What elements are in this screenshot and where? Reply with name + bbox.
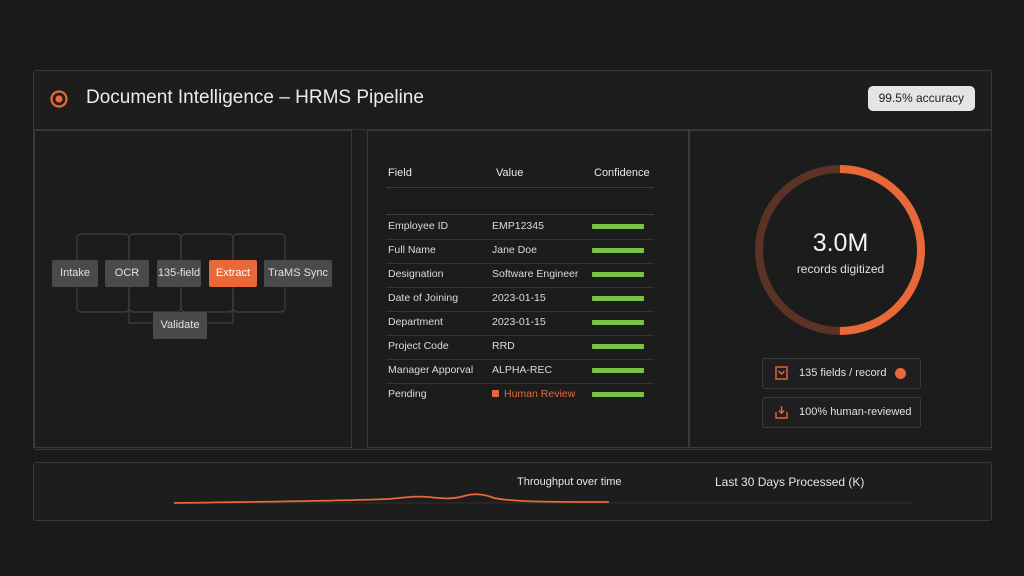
column-header-field: Field bbox=[388, 167, 412, 179]
info-dot-icon[interactable] bbox=[895, 368, 906, 379]
field-name: Department bbox=[388, 316, 443, 328]
inbox-check-icon bbox=[775, 406, 788, 419]
field-name: Manager Apporval bbox=[388, 364, 474, 376]
field-name: Date of Joining bbox=[388, 292, 459, 304]
throughput-title: Throughput over time bbox=[517, 476, 622, 488]
confidence-bar bbox=[592, 344, 644, 349]
confidence-bar bbox=[592, 320, 644, 325]
extraction-table-panel: Field Value Confidence Employee ID EMP123… bbox=[367, 130, 689, 448]
records-count: 3.0M bbox=[812, 229, 869, 257]
fields-per-record-chip: 135 fields / record bbox=[762, 358, 921, 389]
field-value: Jane Doe bbox=[492, 244, 537, 256]
table-row[interactable]: Manager Apporval ALPHA-REC bbox=[386, 359, 654, 384]
table-row[interactable]: Employee ID EMP12345 bbox=[386, 215, 654, 240]
pipeline-connectors bbox=[76, 233, 286, 324]
table-row[interactable]: Department 2023-01-15 bbox=[386, 311, 654, 336]
field-name: Full Name bbox=[388, 244, 436, 256]
confidence-bar-fill bbox=[592, 296, 644, 301]
pending-flag-icon bbox=[492, 390, 499, 397]
throughput-sparkline bbox=[173, 493, 914, 504]
dashboard-frame: Document Intelligence – HRMS Pipeline 99… bbox=[33, 70, 992, 450]
page-title: Document Intelligence – HRMS Pipeline bbox=[86, 87, 424, 108]
confidence-bar bbox=[592, 272, 644, 277]
pipeline-node-trams-sync[interactable]: TraMS Sync bbox=[264, 260, 332, 287]
table-divider bbox=[386, 187, 654, 188]
confidence-bar-fill bbox=[592, 272, 644, 277]
table-row[interactable]: Pending Human Review bbox=[386, 383, 654, 407]
field-value: RRD bbox=[492, 340, 515, 352]
records-donut-chart bbox=[755, 165, 925, 335]
throughput-legend: Last 30 Days Processed (K) bbox=[715, 475, 865, 489]
human-reviewed-chip: 100% human-reviewed bbox=[762, 397, 921, 428]
header: Document Intelligence – HRMS Pipeline 99… bbox=[34, 71, 991, 130]
pipeline-panel: Intake OCR 135-field Extract TraMS Sync … bbox=[34, 130, 352, 448]
field-name: Project Code bbox=[388, 340, 449, 352]
confidence-bar-fill bbox=[592, 248, 644, 253]
field-name: Employee ID bbox=[388, 220, 449, 232]
table-divider bbox=[386, 214, 654, 215]
confidence-bar bbox=[592, 296, 644, 301]
field-value: 2023-01-15 bbox=[492, 316, 546, 328]
confidence-bar-fill bbox=[592, 320, 644, 325]
pipeline-node-validate[interactable]: Validate bbox=[153, 312, 207, 339]
pipeline-node-intake[interactable]: Intake bbox=[52, 260, 98, 287]
table-row[interactable]: Designation Software Engineer bbox=[386, 263, 654, 288]
pipeline-node-135-field[interactable]: 135-field bbox=[157, 260, 201, 287]
confidence-bar-fill bbox=[592, 344, 644, 349]
table-row[interactable]: Date of Joining 2023-01-15 bbox=[386, 287, 654, 312]
accuracy-badge: 99.5% accuracy bbox=[867, 86, 975, 111]
confidence-bar bbox=[592, 392, 644, 397]
field-name: Designation bbox=[388, 268, 444, 280]
summary-panel: 3.0M records digitized 135 fields / reco… bbox=[689, 130, 992, 448]
confidence-bar bbox=[592, 248, 644, 253]
column-header-confidence: Confidence bbox=[594, 167, 650, 179]
table-row[interactable]: Full Name Jane Doe bbox=[386, 239, 654, 264]
field-value: EMP12345 bbox=[492, 220, 544, 232]
document-icon bbox=[775, 366, 788, 380]
field-value: ALPHA-REC bbox=[492, 364, 553, 376]
field-value: Human Review bbox=[504, 388, 576, 400]
field-value: 2023-01-15 bbox=[492, 292, 546, 304]
fields-per-record-label: 135 fields / record bbox=[799, 367, 887, 379]
confidence-bar-fill bbox=[592, 224, 644, 229]
confidence-bar bbox=[592, 224, 644, 229]
pipeline-node-extract[interactable]: Extract bbox=[209, 260, 257, 287]
pipeline-node-ocr[interactable]: OCR bbox=[105, 260, 149, 287]
records-label: records digitized bbox=[796, 262, 885, 276]
field-value-cell: Human Review bbox=[492, 388, 575, 400]
column-header-value: Value bbox=[496, 167, 524, 179]
donut-progress-arc bbox=[755, 165, 925, 335]
confidence-bar-fill bbox=[592, 368, 644, 373]
field-value: Software Engineer bbox=[492, 268, 579, 280]
field-name: Pending bbox=[388, 388, 427, 400]
throughput-panel: Throughput over time Last 30 Days Proces… bbox=[33, 462, 992, 521]
human-reviewed-label: 100% human-reviewed bbox=[799, 406, 912, 418]
target-logo-icon bbox=[50, 90, 68, 108]
confidence-bar-fill bbox=[592, 392, 644, 397]
table-row[interactable]: Project Code RRD bbox=[386, 335, 654, 360]
confidence-bar bbox=[592, 368, 644, 373]
